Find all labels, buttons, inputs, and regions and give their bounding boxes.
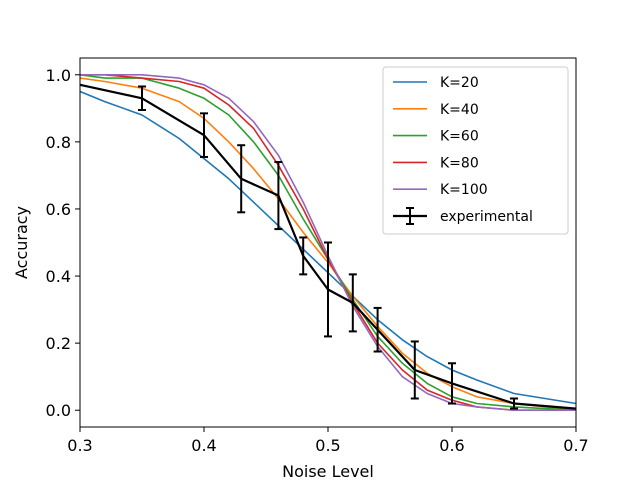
x-tick-label: 0.5 [315,436,340,455]
x-tick-label: 0.3 [67,436,92,455]
x-tick-label: 0.6 [439,436,464,455]
legend-label: K=20 [440,75,479,91]
y-tick-label: 0.4 [46,267,71,286]
series-k-40 [79,77,577,411]
series-line [80,74,576,412]
series-k-100 [80,74,576,412]
series-k-80 [80,74,576,412]
legend-label: experimental [440,209,533,225]
series-line [79,83,577,410]
y-tick-label: 0.0 [46,401,71,420]
x-tick-label: 0.7 [563,436,588,455]
y-tick-label: 0.2 [46,334,71,353]
legend-label: K=40 [440,102,479,118]
legend-label: K=60 [440,129,479,145]
y-tick-label: 0.8 [46,133,71,152]
series-k-60 [79,74,577,411]
series-line [80,74,576,412]
legend-label: K=80 [440,155,479,171]
legend-label: K=100 [440,182,488,198]
y-tick-label: 1.0 [46,66,71,85]
series-line [79,77,577,411]
series-k-20 [79,90,577,405]
legend: K=20 K=40 K=60 K=80 K=100 experimental [382,66,569,235]
y-axis-label: Accuracy [12,206,31,279]
series-experimental [79,83,577,410]
legend-box [382,66,569,235]
x-tick-label: 0.4 [191,436,216,455]
x-axis-label: Noise Level [282,462,374,480]
series-layer [79,74,577,412]
series-line [79,90,577,405]
y-tick-label: 0.6 [46,200,71,219]
tick-layer: 0.3 0.4 0.5 0.6 0.7 0.0 0.2 0.4 0.6 0.8 1.0 [46,66,589,455]
series-line [79,74,577,411]
